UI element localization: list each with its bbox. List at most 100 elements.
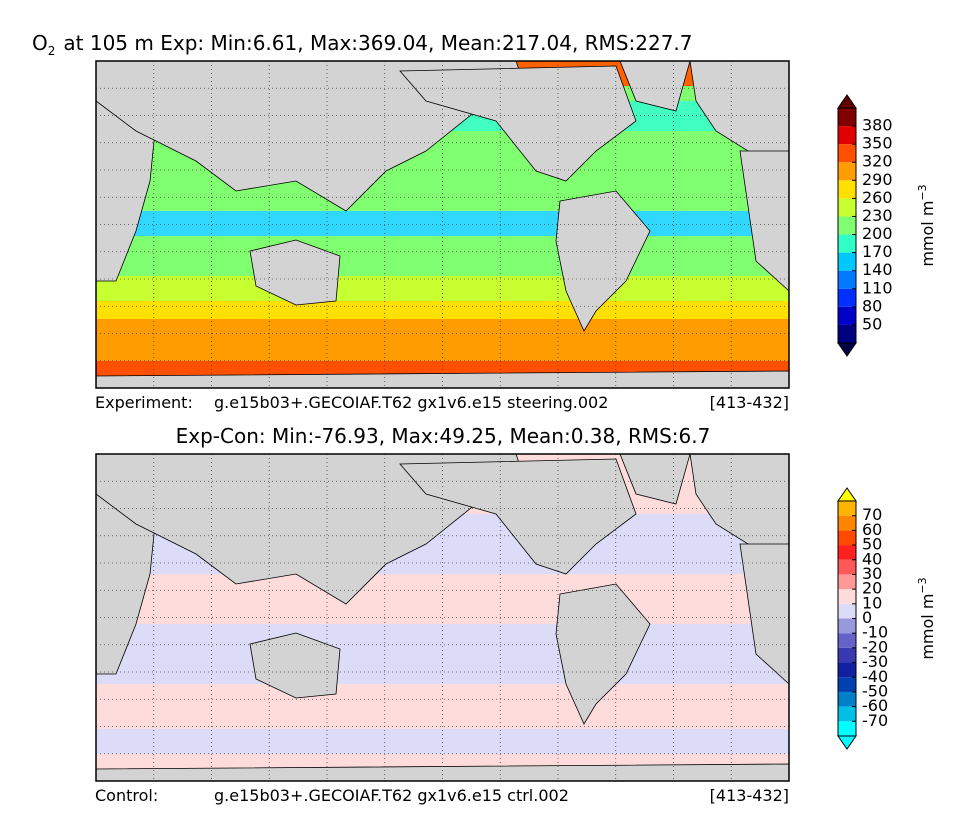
map-panel: O2 at 105 m Exp: Min:6.61, Max:369.04, Me…: [32, 31, 937, 412]
colorbar-segment: [838, 126, 856, 145]
colorbar-tick-label: -10: [862, 623, 888, 642]
colorbar-segment: [838, 721, 856, 736]
colorbar-tick-label: 230: [862, 206, 893, 225]
colorbar-segment: [838, 162, 856, 181]
land: [739, 150, 789, 292]
ocean-band: [96, 729, 789, 754]
colorbar-segment: [838, 706, 856, 722]
colorbar-segment: [838, 252, 856, 271]
colorbar-tick-label: 380: [862, 116, 893, 135]
colorbar-tick-label: 30: [862, 564, 882, 583]
colorbar-tick-label: 40: [862, 549, 882, 568]
colorbar-tick-label: -50: [862, 681, 888, 700]
colorbar-segment: [838, 288, 856, 307]
colorbar-tick-label: 350: [862, 134, 893, 153]
colorbar-segment: [838, 108, 856, 127]
colorbar-segment: [838, 691, 856, 707]
unit-text: mmol m: [918, 594, 937, 660]
colorbar-tick-label: 140: [862, 260, 893, 279]
colorbar-segment: [838, 180, 856, 199]
colorbar-segment: [838, 530, 856, 546]
land: [96, 370, 789, 388]
title-subscript: 2: [48, 44, 56, 58]
land: [619, 61, 691, 112]
land: [619, 454, 691, 505]
map-frame: [95, 60, 790, 389]
colorbar-over: [837, 487, 857, 502]
ocean-band: [96, 276, 789, 301]
colorbar-segment: [838, 633, 856, 648]
footer-label: Control:: [95, 786, 158, 805]
footer-case: g.e15b03+.GECOIAF.T62 gx1v6.e15 ctrl.002: [214, 786, 569, 805]
unit-superscript: −3: [916, 577, 929, 593]
colorbar-segment: [838, 306, 856, 325]
map-frame: [95, 453, 790, 782]
colorbar-segment: [838, 198, 856, 217]
colorbar-tick-label: -40: [862, 667, 888, 686]
colorbar-tick-label: 200: [862, 224, 893, 243]
colorbar-segment: [838, 603, 856, 619]
colorbar-tick-label: 50: [862, 314, 882, 333]
colorbar-segment: [838, 234, 856, 253]
colorbar-segment: [838, 216, 856, 235]
colorbar-tick-label: 290: [862, 170, 893, 189]
land: [249, 632, 341, 699]
colorbar-tick-label: 20: [862, 579, 882, 598]
ocean-band: [96, 211, 789, 236]
colorbar-under: [837, 735, 857, 750]
colorbar-tick-label: 50: [862, 535, 882, 554]
colorbar-tick-label: -60: [862, 696, 888, 715]
colorbar-segment: [838, 589, 856, 604]
colorbar-segment: [838, 618, 856, 634]
colorbar-tick-label: -30: [862, 652, 888, 671]
land: [555, 583, 651, 725]
footer-years: [413-432]: [710, 786, 789, 805]
land: [96, 763, 789, 781]
colorbar-segment: [838, 662, 856, 678]
colorbar-under: [837, 342, 857, 357]
colorbar-tick-label: 0: [862, 608, 872, 627]
colorbar-segment: [838, 501, 856, 516]
panel-title: O2 at 105 m Exp: Min:6.61, Max:369.04, Me…: [32, 31, 693, 58]
colorbar-segment: [838, 515, 856, 531]
panel-title: Exp-Con: Min:-76.93, Max:49.25, Mean:0.3…: [176, 424, 711, 448]
colorbar-segment: [838, 677, 856, 692]
colorbar-tick-label: 80: [862, 296, 882, 315]
colorbar-unit: mmol m−3: [916, 184, 937, 266]
colorbar-tick-label: 320: [862, 152, 893, 171]
colorbar-over: [837, 94, 857, 109]
map: [96, 454, 789, 781]
footer-label: Experiment:: [95, 393, 193, 412]
unit-text: mmol m: [918, 201, 937, 267]
colorbar-tick-label: 110: [862, 278, 893, 297]
colorbar-tick-label: 260: [862, 188, 893, 207]
colorbar-segment: [838, 647, 856, 663]
land: [249, 239, 341, 306]
colorbar-segment: [838, 559, 856, 575]
colorbar-frame: [837, 107, 857, 344]
colorbar-segment: [838, 324, 856, 343]
footer-case: g.e15b03+.GECOIAF.T62 gx1v6.e15 steering…: [214, 393, 608, 412]
colorbar-segment: [838, 574, 856, 590]
colorbar-tick-label: 10: [862, 593, 882, 612]
land: [399, 65, 637, 182]
land: [399, 458, 637, 575]
colorbar-tick-label: -70: [862, 711, 888, 730]
map-panel: Exp-Con: Min:-76.93, Max:49.25, Mean:0.3…: [95, 424, 937, 805]
colorbar-tick-label: 70: [862, 505, 882, 524]
unit-superscript: −3: [916, 184, 929, 200]
title-symbol: O: [32, 31, 48, 55]
colorbar-segment: [838, 545, 856, 560]
colorbar-tick-label: -20: [862, 637, 888, 656]
colorbar-unit: mmol m−3: [916, 577, 937, 659]
footer-years: [413-432]: [710, 393, 789, 412]
colorbar-segment: [838, 270, 856, 289]
map: [96, 61, 789, 388]
colorbar-tick-label: 60: [862, 520, 882, 539]
title-text: Exp-Con: Min:-76.93, Max:49.25, Mean:0.3…: [176, 424, 711, 448]
land: [739, 543, 789, 685]
colorbar-tick-label: 170: [862, 242, 893, 261]
land: [555, 190, 651, 332]
title-text: at 105 m Exp: Min:6.61, Max:369.04, Mean…: [63, 31, 692, 55]
